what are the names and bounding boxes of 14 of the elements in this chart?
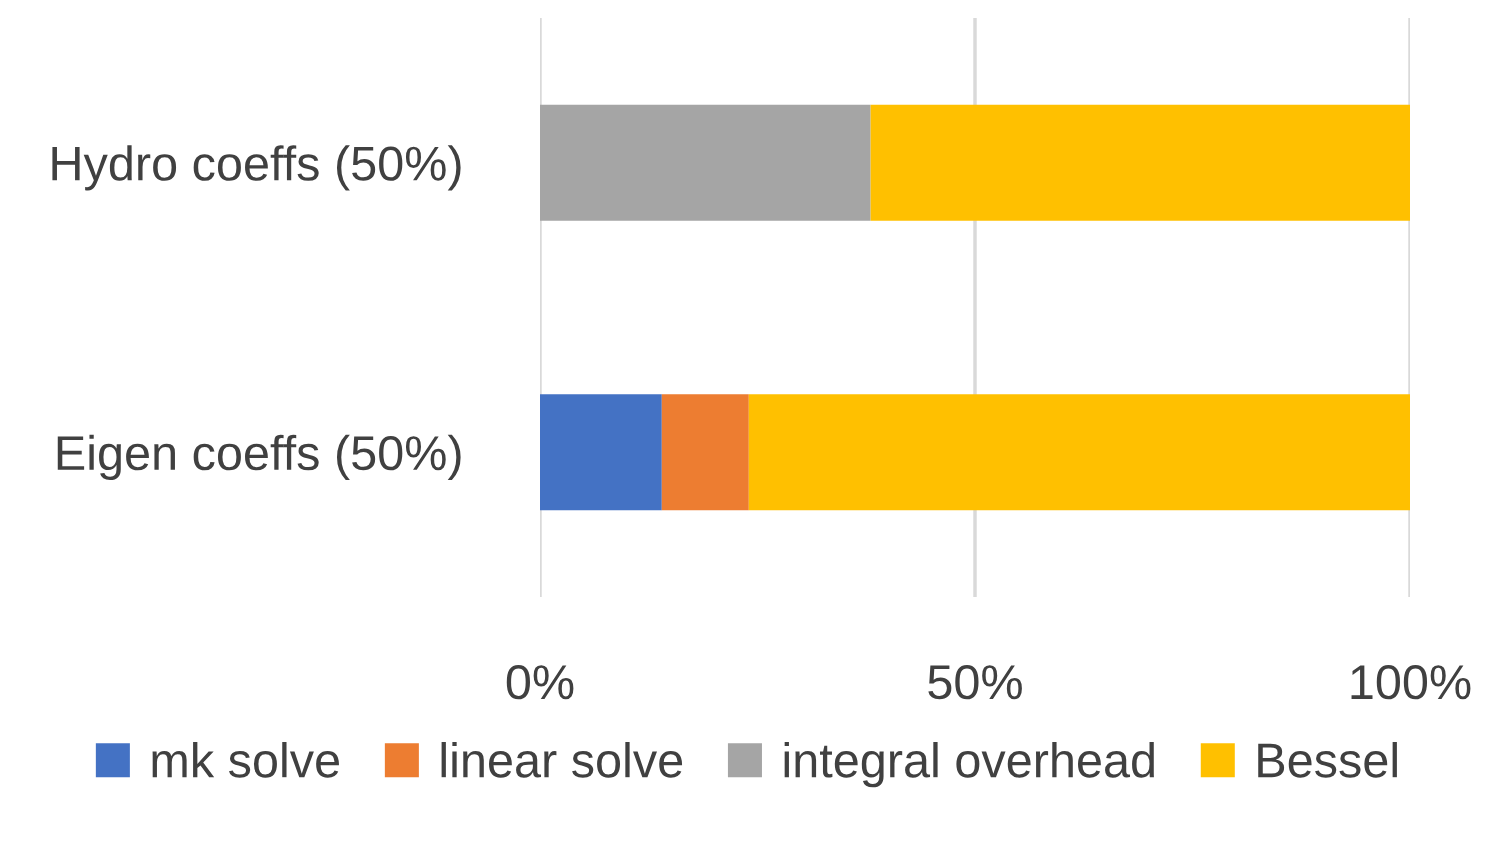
- x-tick-label: 50%: [928, 664, 1022, 700]
- bar: [870, 104, 1410, 221]
- y-tick-label: Eigen coeffs (50%): [57, 434, 461, 480]
- legend-label: integral overhead: [784, 741, 1154, 788]
- y-tick-label: Hydro coeffs (50%): [52, 145, 461, 191]
- x-tick-label: 0%: [506, 664, 574, 700]
- bar: [540, 394, 662, 511]
- bar: [540, 104, 871, 221]
- bar: [661, 394, 749, 511]
- x-tick-label: 100%: [1351, 664, 1471, 700]
- legend-label: mk solve: [152, 741, 339, 778]
- legend-label: linear solve: [441, 741, 683, 778]
- legend-label: Bessel: [1258, 741, 1397, 778]
- bar: [748, 394, 1410, 511]
